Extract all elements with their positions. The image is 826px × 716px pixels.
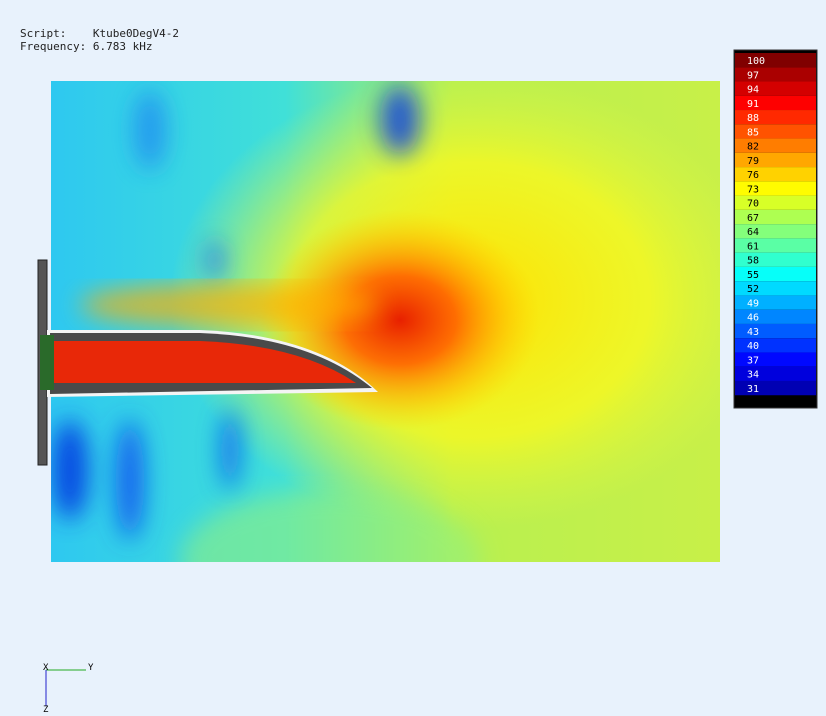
colorbar-cell	[735, 238, 816, 253]
colorbar-label: 61	[747, 241, 759, 252]
colorbar-label: 67	[747, 213, 759, 224]
axis-y-label: Y	[88, 663, 94, 673]
colorbar-cell	[735, 224, 816, 239]
colorbar-label: 91	[747, 99, 759, 110]
colorbar-cell	[735, 138, 816, 153]
colorbar-cell	[735, 252, 816, 267]
colorbar-label: 43	[747, 327, 759, 338]
colorbar-cell	[735, 338, 816, 353]
colorbar-cell	[735, 167, 816, 182]
colorbar-label: 73	[747, 184, 759, 195]
colorbar-label: 70	[747, 199, 759, 210]
colorbar-label: 40	[747, 341, 759, 352]
script-line: Script: Ktube0DegV4-2	[20, 27, 179, 40]
colorbar-cell	[735, 67, 816, 82]
colorbar-label: 55	[747, 270, 759, 281]
colorbar-cell	[735, 195, 816, 210]
colorbar-cell	[735, 95, 816, 111]
colorbar-cell	[735, 295, 816, 310]
colorbar-label: 100	[747, 56, 765, 67]
driver	[40, 335, 54, 390]
colorbar-label: 37	[747, 355, 759, 366]
colorbar-label: 97	[747, 70, 759, 81]
frequency-line: Frequency: 6.783 kHz	[20, 40, 152, 53]
colorbar-cell	[735, 380, 816, 396]
colorbar-cell	[735, 81, 816, 96]
colorbar-cell	[735, 309, 816, 324]
colorbar-label: 76	[747, 170, 759, 181]
colorbar-label: 94	[747, 85, 759, 96]
colorbar-cell	[735, 352, 816, 367]
colorbar-cell	[735, 266, 816, 282]
colorbar-label: 82	[747, 142, 759, 153]
colorbar-cell	[735, 209, 816, 225]
colorbar-label: 58	[747, 256, 759, 267]
script-label: Script:	[20, 27, 67, 40]
colorbar-label: 34	[747, 370, 759, 381]
colorbar-cell	[735, 110, 816, 125]
frequency-value: 6.783 kHz	[92, 40, 153, 53]
colorbar-cell	[735, 366, 816, 381]
frequency-label: Frequency:	[20, 40, 87, 53]
colorbar-label: 49	[747, 298, 759, 309]
colorbar-cell	[735, 181, 816, 196]
colorbar-cell	[735, 124, 816, 139]
colorbar-label: 85	[747, 127, 759, 138]
axis-x-label: X	[43, 663, 49, 673]
colorbar-cell	[735, 281, 816, 296]
colorbar-label: 31	[747, 384, 759, 395]
colorbar-label: 52	[747, 284, 759, 295]
colorbar-label: 46	[747, 313, 759, 324]
tube-interior	[53, 341, 356, 383]
colorbar-cell	[735, 53, 816, 68]
colorbar-label: 79	[747, 156, 759, 167]
axis-z-label: Z	[43, 705, 49, 715]
colorbar-cell	[735, 152, 816, 168]
colorbar-cell	[735, 323, 816, 339]
colorbar-label: 88	[747, 113, 759, 124]
field	[51, 81, 720, 562]
script-name: Ktube0DegV4-2	[92, 27, 179, 40]
colorbar-label: 64	[747, 227, 759, 238]
